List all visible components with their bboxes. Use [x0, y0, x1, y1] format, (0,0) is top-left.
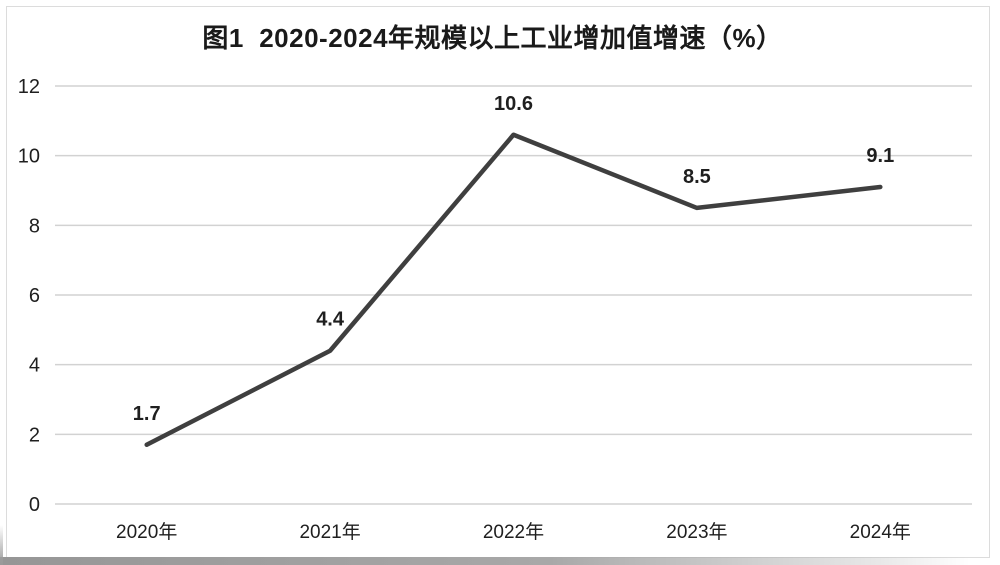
y-axis-tick-label: 10: [18, 146, 40, 168]
x-axis-tick-label: 2023年: [666, 521, 727, 543]
chart-title: 图1 2020-2024年规模以上工业增加值增速（%）: [202, 23, 783, 53]
x-axis-tick-label: 2024年: [850, 521, 911, 543]
data-label: 4.4: [316, 309, 345, 331]
chart-frame: [6, 6, 990, 558]
y-axis-tick-label: 4: [29, 355, 40, 377]
x-axis-tick-label: 2021年: [299, 521, 360, 543]
data-label: 9.1: [866, 145, 894, 167]
y-axis-tick-label: 2: [29, 424, 40, 446]
data-line: [144, 132, 883, 448]
y-axis-tick-label: 8: [29, 215, 40, 237]
screenshot-bottom-edge: [0, 557, 1000, 565]
y-axis-tick-label: 12: [18, 76, 40, 98]
y-axis-tick-label: 0: [29, 494, 40, 516]
screenshot-left-edge: [0, 525, 3, 565]
data-label: 10.6: [494, 93, 533, 115]
y-axis-tick-label: 6: [29, 285, 40, 307]
data-label: 1.7: [133, 403, 161, 425]
data-label: 8.5: [683, 166, 711, 188]
x-axis-tick-label: 2020年: [116, 521, 177, 543]
x-axis-tick-label: 2022年: [483, 521, 544, 543]
